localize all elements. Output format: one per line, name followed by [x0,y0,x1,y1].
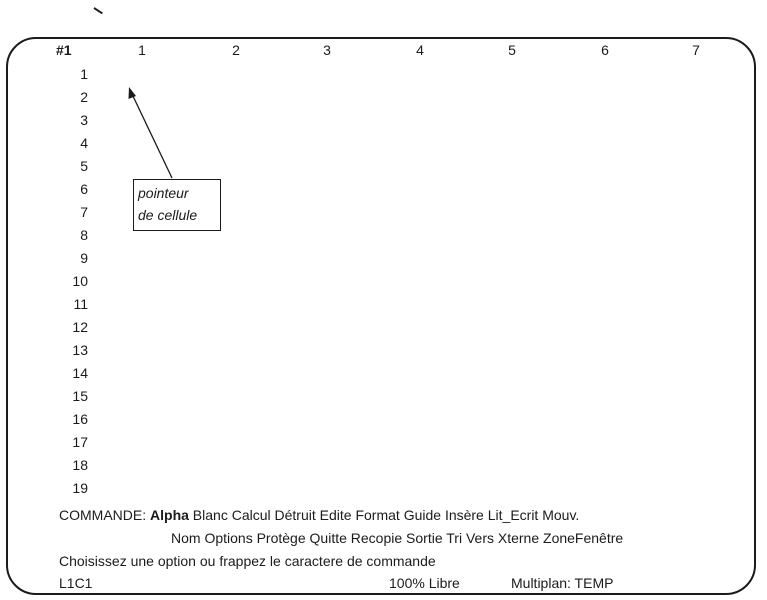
column-header-3[interactable]: 3 [323,42,331,58]
command-lit-ecrit[interactable]: Lit_Ecrit [487,507,539,523]
column-header-7[interactable]: 7 [692,42,700,58]
row-header-2[interactable]: 2 [80,89,88,105]
status-cell-position: L1C1 [59,575,93,591]
column-header-6[interactable]: 6 [601,42,609,58]
command-insere[interactable]: Insère [444,507,484,523]
column-header-5[interactable]: 5 [508,42,516,58]
callout-line-1: pointeur [138,185,189,201]
row-header-16[interactable]: 16 [72,411,88,427]
callout-line-2: de cellule [138,207,198,223]
row-header-13[interactable]: 13 [72,342,88,358]
command-alpha[interactable]: Alpha [150,507,189,523]
row-header-1[interactable]: 1 [80,66,88,82]
column-header-4[interactable]: 4 [416,42,424,58]
row-header-15[interactable]: 15 [72,388,88,404]
command-tri[interactable]: Tri [446,530,463,546]
status-memory-free: 100% Libre [389,575,460,591]
cell-pointer-callout: pointeur de cellule [133,179,221,231]
column-header-1[interactable]: 1 [138,42,146,58]
row-header-5[interactable]: 5 [80,158,88,174]
command-options[interactable]: Options [204,530,253,546]
stray-mark [93,7,103,15]
row-header-10[interactable]: 10 [72,273,88,289]
command-quitte[interactable]: Quitte [309,530,347,546]
command-mouv[interactable]: Mouv. [542,507,580,523]
status-program-file: Multiplan: TEMP [511,575,614,591]
command-menu-row-2: Nom Options Protège Quitte Recopie Sorti… [171,530,623,546]
command-format[interactable]: Format [355,507,400,523]
row-header-11[interactable]: 11 [73,296,88,312]
row-header-6[interactable]: 6 [80,181,88,197]
command-protege[interactable]: Protège [256,530,306,546]
command-nom[interactable]: Nom [171,530,201,546]
command-guide[interactable]: Guide [403,507,442,523]
command-detruit[interactable]: Détruit [274,507,316,523]
command-blanc[interactable]: Blanc [192,507,228,523]
command-menu-row-1: COMMANDE: Alpha Blanc Calcul Détruit Edi… [59,507,579,523]
command-vers[interactable]: Vers [465,530,494,546]
row-header-3[interactable]: 3 [80,112,88,128]
active-cell-reference: #1 [56,42,72,58]
row-header-12[interactable]: 12 [72,319,88,335]
command-xterne[interactable]: Xterne [497,530,540,546]
row-header-19[interactable]: 19 [72,480,88,496]
message-line: Choisissez une option ou frappez le cara… [59,553,436,569]
row-header-17[interactable]: 17 [72,434,88,450]
command-edite[interactable]: Edite [319,507,352,523]
row-header-4[interactable]: 4 [80,135,88,151]
command-sortie[interactable]: Sortie [406,530,443,546]
command-calcul[interactable]: Calcul [231,507,271,523]
command-recopie[interactable]: Recopie [350,530,403,546]
row-header-8[interactable]: 8 [80,227,88,243]
command-zonefenetre[interactable]: ZoneFenêtre [543,530,624,546]
screen-frame [6,37,756,595]
row-header-18[interactable]: 18 [72,457,88,473]
command-label: COMMANDE: [59,507,147,523]
column-header-2[interactable]: 2 [232,42,240,58]
row-header-9[interactable]: 9 [80,250,88,266]
row-header-7[interactable]: 7 [80,204,88,220]
row-header-14[interactable]: 14 [72,365,88,381]
